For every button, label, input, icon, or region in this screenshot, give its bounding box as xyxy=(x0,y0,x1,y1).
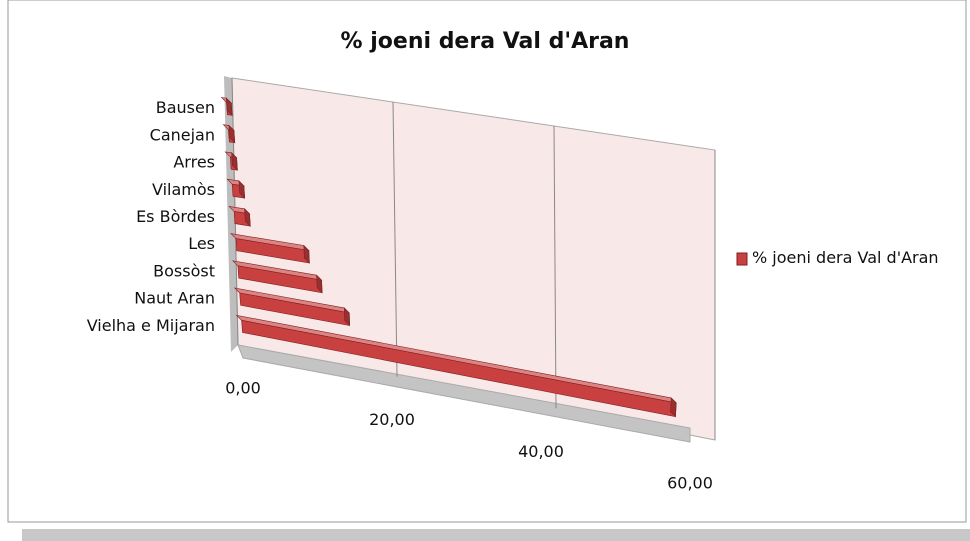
bar-end xyxy=(670,397,677,418)
floor xyxy=(237,344,691,443)
legend-label: % joeni dera Val d'Aran xyxy=(752,248,939,267)
bar-end xyxy=(303,244,310,264)
grid-line xyxy=(392,101,398,377)
bar-end xyxy=(228,124,236,144)
y-tick-label: Vielha e Mijaran xyxy=(87,316,215,335)
side-wall xyxy=(224,76,238,352)
y-tick-label: Arres xyxy=(173,153,215,172)
y-tick-label: Bossòst xyxy=(153,261,215,280)
x-tick-label: 0,00 xyxy=(225,379,261,398)
grid-line xyxy=(553,125,557,409)
legend-swatch xyxy=(736,252,748,266)
bar-end xyxy=(231,152,238,171)
y-tick-label: Es Bòrdes xyxy=(136,207,215,226)
bar-end xyxy=(238,180,246,199)
bar-end xyxy=(343,307,351,327)
y-tick-label: Canejan xyxy=(150,125,215,144)
y-tick-label: Les xyxy=(188,234,215,253)
bar-end xyxy=(225,97,233,117)
x-tick-label: 20,00 xyxy=(369,410,415,429)
scrollbar xyxy=(22,529,970,541)
y-tick-label: Naut Aran xyxy=(134,289,215,308)
bar-end xyxy=(244,208,251,227)
y-tick-label: Vilamòs xyxy=(152,180,215,199)
y-tick-label: Bausen xyxy=(156,98,215,117)
x-tick-label: 40,00 xyxy=(518,442,564,461)
chart-title: % joeni dera Val d'Aran xyxy=(341,29,630,54)
x-tick-label: 60,00 xyxy=(667,474,713,493)
bar-end xyxy=(316,274,323,294)
